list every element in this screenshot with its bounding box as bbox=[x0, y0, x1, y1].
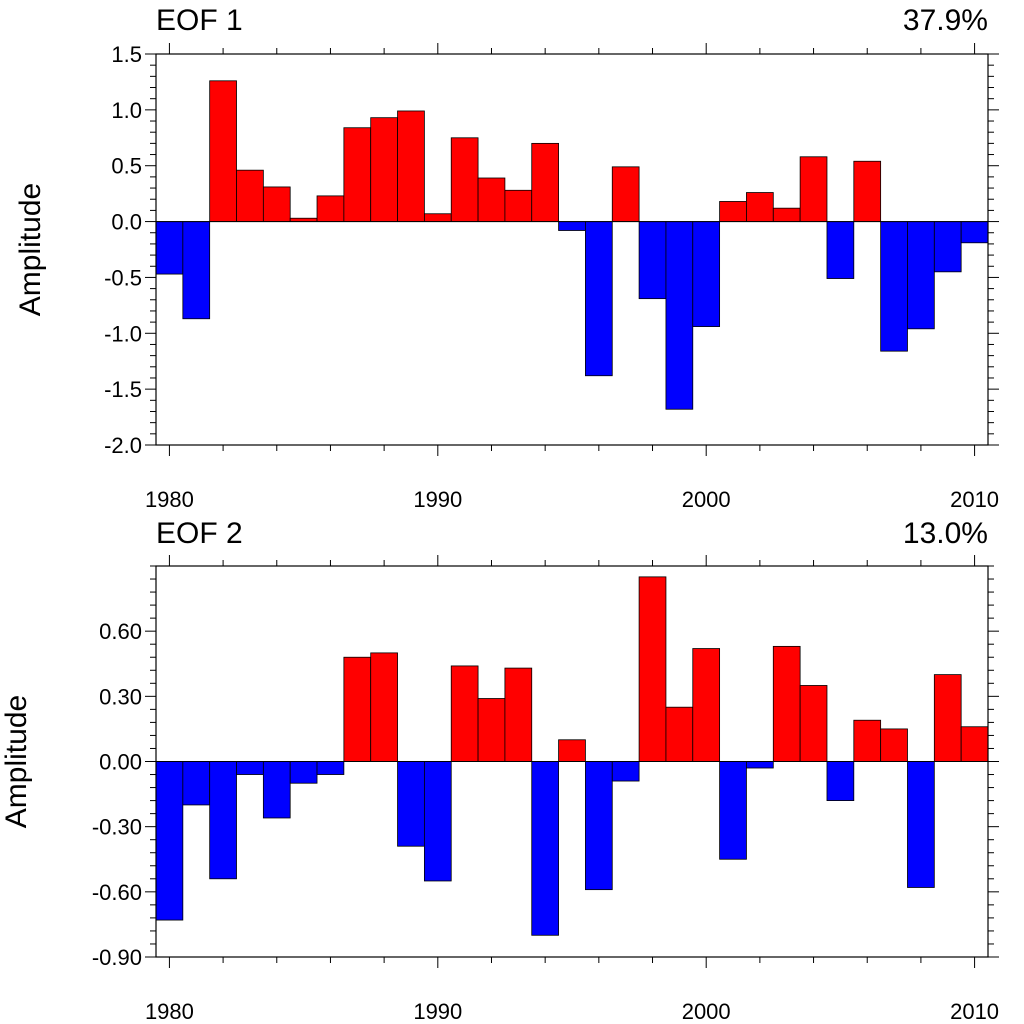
plot-frame bbox=[155, 53, 989, 446]
bar-1989 bbox=[397, 110, 425, 222]
y-tick-label: 0.5 bbox=[111, 154, 142, 179]
bar-1994 bbox=[531, 142, 559, 222]
bar-2000 bbox=[692, 648, 721, 762]
variance-label: 13.0% bbox=[903, 517, 988, 550]
x-tick-label: 1980 bbox=[145, 999, 194, 1024]
bar-2000 bbox=[692, 221, 721, 327]
bar-1988 bbox=[370, 652, 398, 762]
bar-2006 bbox=[853, 160, 882, 222]
bar-2009 bbox=[933, 674, 962, 762]
bar-1997 bbox=[611, 761, 640, 782]
y-tick-label: -0.30 bbox=[92, 815, 142, 840]
bar-2004 bbox=[799, 685, 828, 762]
bar-1996 bbox=[585, 221, 613, 377]
bar-2005 bbox=[826, 761, 855, 801]
panel-title: EOF 2 bbox=[156, 517, 243, 550]
bar-1996 bbox=[585, 761, 613, 891]
bar-2003 bbox=[772, 645, 801, 762]
bar-2010 bbox=[960, 221, 989, 244]
bar-2008 bbox=[907, 761, 935, 888]
bar-1986 bbox=[316, 195, 345, 222]
bar-1980 bbox=[155, 221, 184, 275]
bar-1993 bbox=[504, 189, 533, 222]
bar-1987 bbox=[343, 656, 372, 762]
x-tick-label: 1990 bbox=[413, 487, 462, 512]
bar-1985 bbox=[289, 217, 318, 222]
bar-1991 bbox=[450, 137, 479, 222]
y-tick-label: -0.5 bbox=[104, 265, 142, 290]
bar-1986 bbox=[316, 761, 345, 775]
bar-2002 bbox=[746, 192, 774, 222]
x-tick-label: 2000 bbox=[682, 999, 731, 1024]
x-tick-label: 2000 bbox=[682, 487, 731, 512]
y-tick-label: 0.60 bbox=[99, 619, 142, 644]
bar-2006 bbox=[853, 719, 882, 762]
bar-1999 bbox=[665, 706, 694, 762]
bar-1997 bbox=[611, 166, 640, 222]
bar-1983 bbox=[236, 761, 264, 775]
bar-2008 bbox=[907, 221, 935, 330]
bar-1998 bbox=[638, 221, 667, 300]
y-tick-label: -0.60 bbox=[92, 880, 142, 905]
bar-1999 bbox=[665, 221, 694, 410]
bar-1988 bbox=[370, 117, 398, 222]
bar-1985 bbox=[289, 761, 318, 784]
y-tick-label: 0.30 bbox=[99, 684, 142, 709]
y-tick-label: 1.0 bbox=[111, 98, 142, 123]
bar-1980 bbox=[155, 761, 184, 921]
y-tick-label: 0.00 bbox=[99, 750, 142, 775]
bar-1983 bbox=[236, 169, 264, 222]
eof-panel-2: EOF 2 13.0% -0.90 -0.60 -0.30 0.00 0.30 0.60 198… bbox=[0, 517, 999, 1024]
bar-1991 bbox=[450, 665, 479, 762]
variance-label: 37.9% bbox=[903, 4, 988, 37]
bar-1990 bbox=[423, 761, 452, 882]
y-axis-label: Amplitude bbox=[14, 183, 47, 316]
y-tick-label: -2.0 bbox=[104, 433, 142, 458]
y-tick-label: 0.0 bbox=[111, 210, 142, 235]
bar-2007 bbox=[880, 728, 908, 762]
bar-1987 bbox=[343, 127, 372, 222]
bar-2001 bbox=[719, 201, 747, 222]
bar-1982 bbox=[209, 761, 237, 880]
x-tick-label: 1980 bbox=[145, 487, 194, 512]
y-tick-label: 1.5 bbox=[111, 42, 142, 67]
bar-1984 bbox=[262, 186, 291, 222]
y-tick-label: -1.5 bbox=[104, 377, 142, 402]
bar-1993 bbox=[504, 667, 533, 762]
bar-2005 bbox=[826, 221, 855, 279]
x-tick-label: 2010 bbox=[950, 487, 999, 512]
bar-1981 bbox=[182, 761, 211, 806]
y-axis-label: Amplitude bbox=[0, 695, 33, 828]
bar-1992 bbox=[477, 177, 506, 222]
bar-1990 bbox=[423, 213, 452, 222]
bar-2001 bbox=[719, 761, 747, 860]
bar-1998 bbox=[638, 576, 667, 762]
bar-1982 bbox=[209, 80, 237, 222]
bar-1992 bbox=[477, 698, 506, 762]
bar-1984 bbox=[262, 761, 291, 819]
x-tick-label: 1990 bbox=[413, 999, 462, 1024]
bar-2010 bbox=[960, 726, 989, 762]
bar-2009 bbox=[933, 221, 962, 273]
y-tick-label: -1.0 bbox=[104, 321, 142, 346]
panel-title: EOF 1 bbox=[156, 4, 243, 37]
bar-2002 bbox=[746, 761, 774, 769]
bar-1981 bbox=[182, 221, 211, 320]
bar-2003 bbox=[772, 207, 801, 222]
bar-1994 bbox=[531, 761, 559, 936]
bar-2004 bbox=[799, 156, 828, 222]
bar-1989 bbox=[397, 761, 425, 847]
eof-panel-1: EOF 1 37.9% -2.0 -1.5 -1.0 -0.5 0.0 0.5 1.0 1.5 19… bbox=[14, 4, 999, 512]
bar-2007 bbox=[880, 221, 908, 352]
x-tick-label: 2010 bbox=[950, 999, 999, 1024]
bar-1995 bbox=[558, 221, 586, 231]
y-tick-label: -0.90 bbox=[92, 945, 142, 970]
bar-1995 bbox=[558, 739, 586, 762]
